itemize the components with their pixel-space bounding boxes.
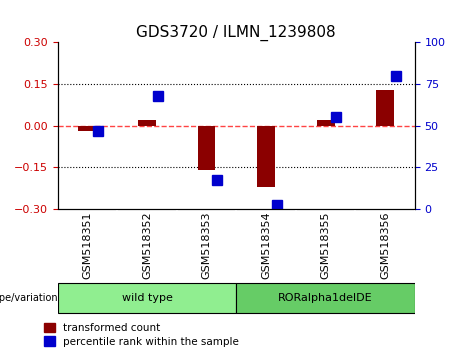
Bar [236, 284, 415, 313]
Legend: transformed count, percentile rank within the sample: transformed count, percentile rank withi… [42, 321, 241, 349]
Text: GSM518354: GSM518354 [261, 211, 271, 279]
Bar [138, 120, 156, 126]
Text: genotype/variation: genotype/variation [0, 293, 58, 303]
Bar [376, 90, 394, 126]
Text: GSM518355: GSM518355 [320, 211, 331, 279]
Bar [257, 126, 275, 187]
Bar [198, 126, 215, 170]
Text: wild type: wild type [122, 293, 172, 303]
Text: GSM518356: GSM518356 [380, 211, 390, 279]
Title: GDS3720 / ILMN_1239808: GDS3720 / ILMN_1239808 [136, 25, 336, 41]
Bar [58, 284, 236, 313]
Text: GSM518353: GSM518353 [201, 211, 212, 279]
Text: GSM518351: GSM518351 [83, 211, 92, 279]
Text: GSM518352: GSM518352 [142, 211, 152, 279]
Bar [78, 126, 96, 131]
Bar [317, 120, 335, 126]
Text: RORalpha1delDE: RORalpha1delDE [278, 293, 373, 303]
